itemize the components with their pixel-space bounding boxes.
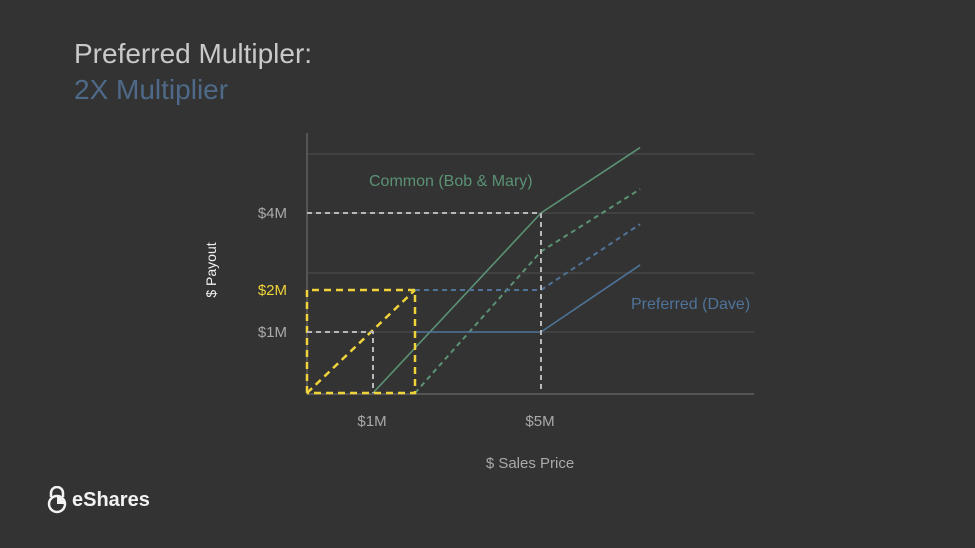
slide-subtitle: 2X Multiplier	[74, 74, 229, 105]
lock-icon	[47, 486, 67, 514]
eshares-logo: eShares	[46, 486, 150, 514]
series-line-7	[307, 331, 374, 393]
logo-text: eShares	[72, 488, 150, 511]
x-tick-label: $1M	[357, 413, 386, 430]
series-label-common: Common (Bob & Mary)	[369, 173, 533, 190]
y-tick-label: $2M	[258, 282, 287, 299]
series-line-6	[307, 212, 542, 393]
x-tick-label: $5M	[525, 413, 554, 430]
slide-title: Preferred Multipler:	[74, 38, 313, 69]
y-tick-label: $4M	[258, 205, 287, 222]
series-label-preferred: Preferred (Dave)	[631, 296, 750, 313]
y-axis-label: $ Payout	[203, 242, 219, 297]
series-line-2	[415, 264, 641, 333]
series-line-4	[306, 289, 416, 394]
x-axis-label: $ Sales Price	[486, 455, 574, 472]
series-line-3	[415, 223, 641, 291]
series-line-1	[414, 188, 641, 394]
y-tick-label: $1M	[258, 324, 287, 341]
series-line-5	[305, 288, 417, 395]
